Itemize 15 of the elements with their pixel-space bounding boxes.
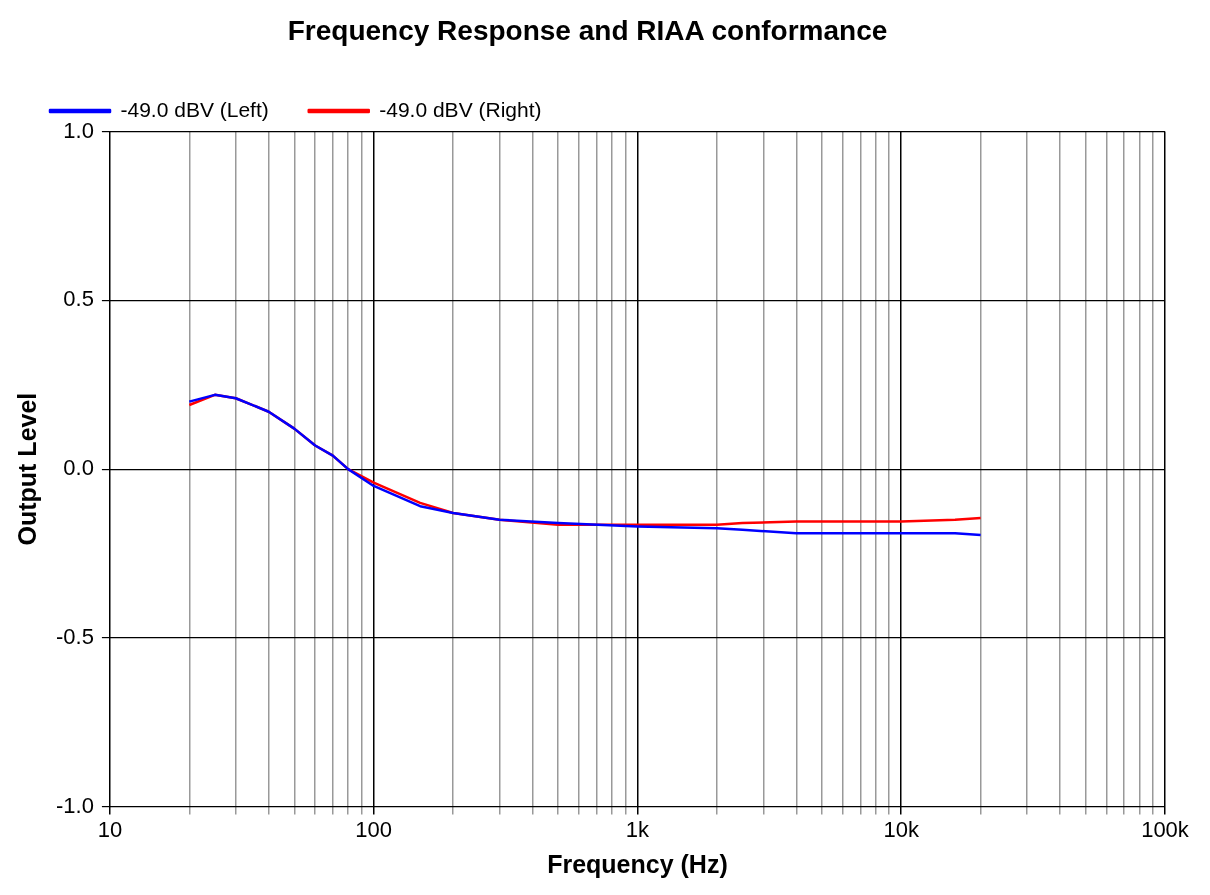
- y-tick-label: 1.0: [63, 117, 94, 143]
- y-tick-label: 0.0: [63, 455, 94, 481]
- x-tick-label: 100k: [1141, 816, 1190, 842]
- x-tick-label: 100: [355, 816, 393, 842]
- x-tick-label: 1k: [625, 816, 651, 842]
- legend-label: -49.0 dBV (Left): [120, 97, 269, 121]
- legend-label: -49.0 dBV (Right): [379, 97, 542, 121]
- y-tick-label: -1.0: [55, 792, 94, 818]
- x-tick-label: 10k: [883, 816, 920, 842]
- y-tick-label: -0.5: [55, 623, 94, 649]
- x-axis-title: Frequency (Hz): [547, 849, 728, 878]
- x-tick-label: 10: [97, 816, 123, 842]
- chart-title: Frequency Response and RIAA conformance: [287, 14, 888, 46]
- y-axis-title: Output Level: [12, 392, 41, 546]
- y-tick-label: 0.5: [63, 286, 94, 312]
